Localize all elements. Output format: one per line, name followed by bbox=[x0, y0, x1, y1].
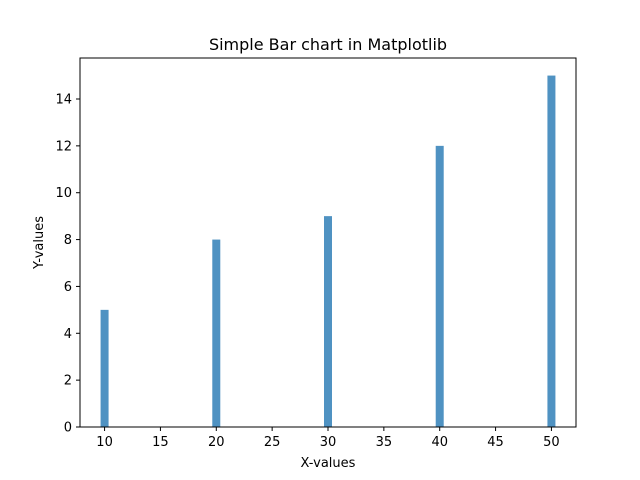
x-tick-label-10: 10 bbox=[96, 435, 113, 450]
ticks-layer: 10 15 20 25 30 35 40 45 50 0 2 4 6 8 10 12 14 bbox=[55, 93, 559, 451]
bar-50 bbox=[547, 75, 556, 428]
bars-layer bbox=[100, 75, 556, 428]
x-tick-label-15: 15 bbox=[152, 435, 169, 450]
x-tick-label-40: 40 bbox=[431, 435, 448, 450]
x-tick-label-45: 45 bbox=[487, 435, 504, 450]
bar-40 bbox=[435, 145, 444, 427]
x-tick-label-35: 35 bbox=[376, 435, 393, 450]
x-tick-label-20: 20 bbox=[208, 435, 225, 450]
plot-area-frame bbox=[79, 57, 577, 428]
x-tick-label-50: 50 bbox=[543, 435, 560, 450]
bar-30 bbox=[324, 216, 332, 427]
y-tick-label-14: 14 bbox=[55, 93, 72, 108]
y-axis-label: Y-values bbox=[32, 216, 47, 270]
x-tick-label-30: 30 bbox=[320, 435, 337, 450]
x-axis-label: X-values bbox=[301, 456, 356, 471]
chart-title: Simple Bar chart in Matplotlib bbox=[209, 35, 447, 54]
bar-10 bbox=[100, 309, 109, 427]
y-tick-label-6: 6 bbox=[64, 280, 72, 295]
x-tick-label-25: 25 bbox=[264, 435, 281, 450]
y-tick-label-8: 8 bbox=[64, 233, 72, 248]
y-tick-label-4: 4 bbox=[64, 327, 72, 342]
bar-20 bbox=[212, 239, 221, 427]
y-tick-label-10: 10 bbox=[55, 186, 72, 201]
y-tick-label-0: 0 bbox=[64, 421, 72, 436]
y-tick-label-2: 2 bbox=[64, 374, 72, 389]
y-tick-label-12: 12 bbox=[55, 139, 72, 154]
